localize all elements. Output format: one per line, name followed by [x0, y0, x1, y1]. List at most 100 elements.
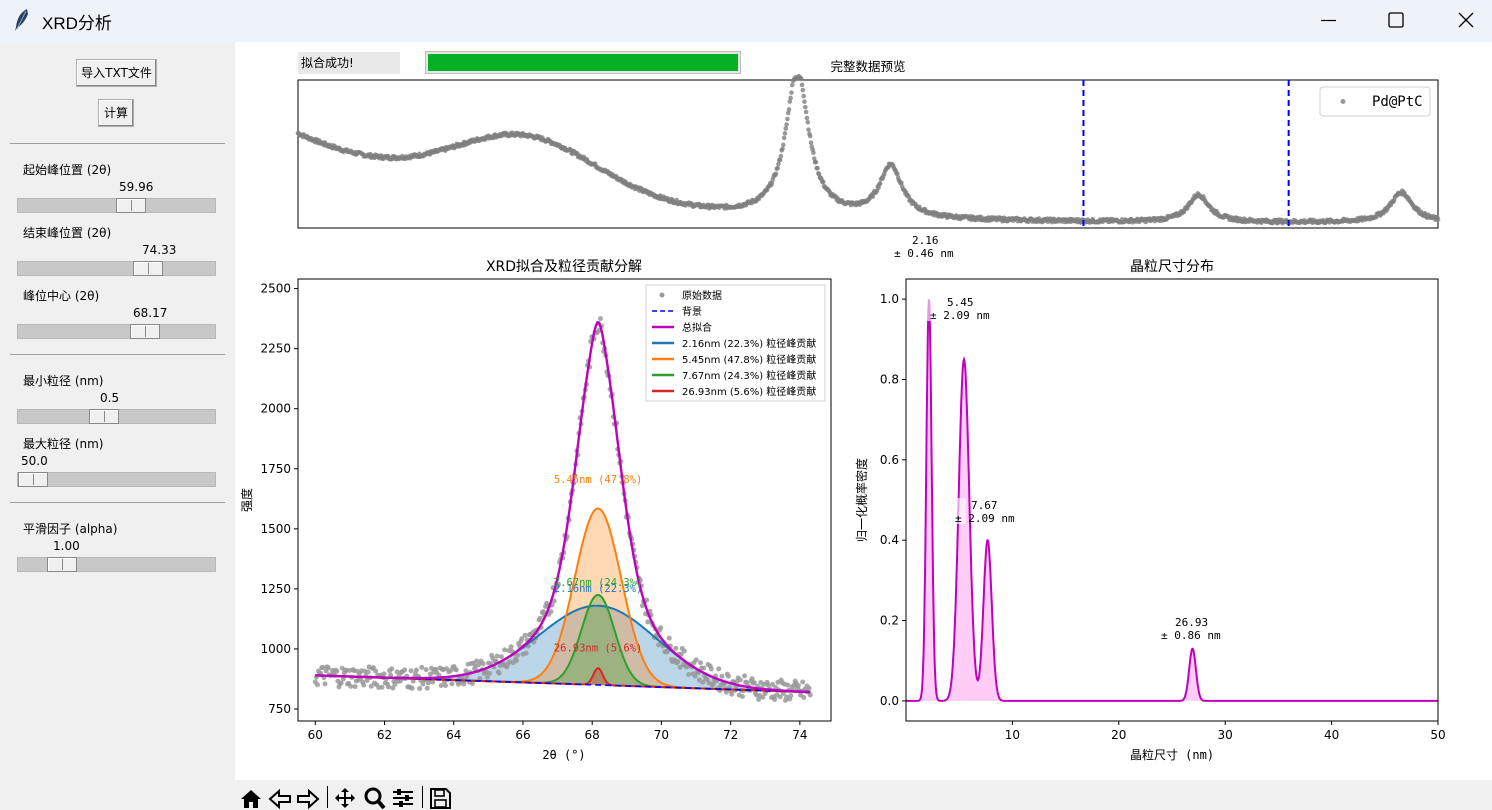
data-point	[664, 649, 670, 655]
data-point	[795, 683, 801, 689]
navigation-toolbar	[235, 780, 1492, 810]
component-label: 7.67nm (24.3%)	[554, 577, 643, 589]
data-point	[658, 625, 664, 631]
data-point	[751, 680, 757, 686]
data-point	[338, 680, 344, 686]
data-point	[502, 647, 508, 653]
data-point	[388, 672, 394, 678]
smoothing-slider[interactable]	[17, 557, 216, 572]
slider-thumb[interactable]	[18, 472, 48, 487]
zoom-icon[interactable]	[362, 786, 388, 810]
fit-axes	[297, 278, 832, 722]
data-point	[508, 644, 514, 650]
calculate-button[interactable]: 计算	[98, 99, 134, 127]
x-tick-label: 40	[1324, 728, 1339, 742]
data-point	[522, 632, 528, 638]
toolbar-divider	[422, 786, 423, 808]
fit-ylabel: 强度	[239, 488, 254, 512]
distribution-curve	[906, 299, 1438, 702]
max-size-slider[interactable]	[17, 472, 216, 487]
data-point	[784, 122, 789, 127]
legend-marker	[659, 292, 665, 298]
data-point	[674, 197, 679, 203]
title-bar: XRD分析	[0, 0, 1492, 42]
data-point	[719, 673, 725, 679]
total-fit-line	[315, 321, 811, 694]
slider-thumb[interactable]	[116, 198, 147, 213]
data-point	[334, 668, 340, 674]
slider-thumb[interactable]	[46, 557, 77, 572]
y-tick-label: 2000	[260, 402, 291, 416]
data-point	[803, 109, 809, 115]
y-tick-label: 2250	[260, 342, 291, 356]
slider-thumb[interactable]	[88, 409, 119, 424]
annotation-value: 7.67	[971, 499, 998, 512]
data-point	[782, 131, 788, 136]
peak-center-slider[interactable]	[17, 324, 216, 339]
data-point	[424, 685, 430, 691]
forward-icon[interactable]	[295, 786, 321, 810]
annotation-box	[927, 295, 941, 321]
data-point	[813, 159, 819, 165]
data-point	[693, 657, 699, 663]
pan-icon[interactable]	[332, 786, 358, 810]
data-point	[417, 685, 423, 691]
data-point	[783, 126, 789, 131]
slider-thumb[interactable]	[132, 261, 163, 276]
data-point	[799, 82, 805, 88]
data-point	[639, 603, 645, 609]
annotation-box	[952, 498, 966, 524]
configure-icon[interactable]	[390, 786, 416, 810]
dist-title: 晶粒尺寸分布	[1130, 259, 1214, 275]
data-point	[379, 684, 385, 690]
data-point	[787, 99, 793, 104]
end-peak-slider[interactable]	[17, 261, 216, 276]
legend-label: 2.16nm (22.3%) 粒径峰贡献	[682, 337, 816, 350]
component-fill	[315, 508, 811, 693]
data-point	[419, 664, 425, 670]
data-point	[477, 676, 483, 682]
slider-thumb[interactable]	[129, 324, 160, 339]
start-peak-label: 起始峰位置 (2θ)	[23, 163, 112, 177]
data-point	[773, 171, 779, 177]
y-tick-label: 0.4	[880, 533, 899, 547]
data-point	[777, 157, 783, 163]
data-point	[820, 179, 826, 185]
home-icon[interactable]	[238, 786, 264, 810]
data-point	[765, 682, 771, 688]
dist-ylabel: 归一化概率密度	[854, 458, 869, 542]
x-tick-label: 64	[446, 728, 461, 742]
data-point	[895, 171, 900, 177]
preview-axes	[297, 79, 1439, 229]
data-point	[523, 650, 529, 656]
data-point	[449, 681, 455, 687]
data-point	[320, 665, 326, 671]
import-txt-button[interactable]: 导入TXT文件	[76, 59, 157, 87]
distribution-chart: 晶粒尺寸分布 5.45± 2.09 nm7.67± 2.09 nm26.93± …	[854, 259, 1446, 762]
minimize-button[interactable]	[1305, 0, 1351, 42]
end-peak-label: 结束峰位置 (2θ)	[23, 226, 112, 240]
annotation-value: 26.93	[1175, 616, 1208, 629]
data-point	[798, 76, 804, 82]
data-point	[515, 652, 521, 658]
component-label: 26.93nm (5.6%)	[554, 642, 643, 654]
data-point	[777, 694, 783, 700]
peak-center-label: 峰位中心 (2θ)	[23, 289, 100, 303]
data-point	[708, 666, 714, 672]
start-peak-slider[interactable]	[17, 198, 216, 213]
save-icon[interactable]	[427, 786, 453, 810]
min-size-slider[interactable]	[17, 409, 216, 424]
preview-title: 完整数据预览	[830, 59, 905, 74]
preview-annotation-error: ± 0.46 nm	[894, 247, 954, 260]
x-tick-label: 74	[792, 728, 807, 742]
legend-label: 背景	[682, 305, 702, 318]
annotation-value: 5.45	[947, 296, 974, 309]
data-point	[788, 95, 793, 101]
fit-title: XRD拟合及粒径贡献分解	[486, 259, 642, 275]
data-point	[408, 668, 414, 674]
close-button[interactable]	[1443, 0, 1489, 42]
back-icon[interactable]	[267, 786, 293, 810]
data-point	[781, 135, 787, 141]
data-point	[729, 691, 735, 697]
maximize-button[interactable]	[1373, 0, 1419, 42]
